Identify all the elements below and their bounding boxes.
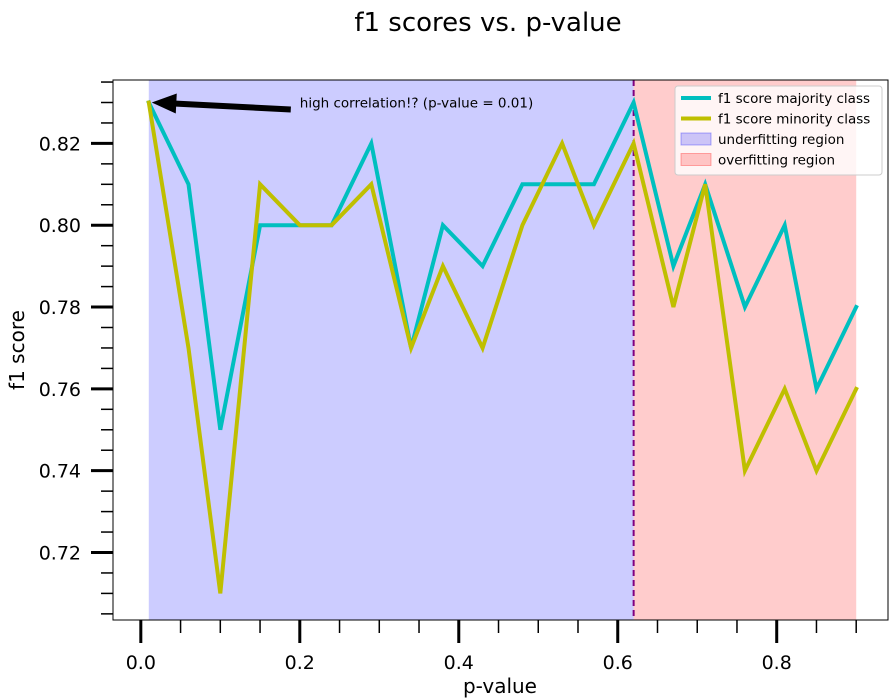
y-axis-label: f1 score <box>5 310 29 390</box>
series-layer <box>146 96 859 594</box>
legend-label: f1 score minority class <box>718 112 870 128</box>
x-tick-label: 0.8 <box>762 652 792 674</box>
region-underfitting <box>148 80 634 620</box>
x-tick-label: 0.6 <box>603 652 633 674</box>
y-tick-label: 0.82 <box>39 133 81 155</box>
legend-patch-swatch <box>680 153 712 166</box>
series-line-0 <box>146 96 859 431</box>
series-line-1 <box>146 100 859 594</box>
y-tick-label: 0.76 <box>39 379 81 401</box>
chart-title: f1 scores vs. p-value <box>354 8 621 38</box>
legend: f1 score majority class f1 score minority… <box>674 85 883 176</box>
y-tick-label: 0.80 <box>39 215 81 237</box>
annotation-arrow-shaft <box>173 100 291 113</box>
legend-label: overfitting region <box>718 153 835 169</box>
annotation-arrow-head <box>151 93 177 114</box>
x-tick-label: 0.0 <box>126 652 156 674</box>
y-tick-label: 0.72 <box>39 543 81 565</box>
y-tick-label: 0.74 <box>39 461 81 483</box>
y-axis: 0.72 0.74 0.76 0.78 0.80 0.82 <box>39 81 113 615</box>
legend-items: f1 score majority class f1 score minority… <box>680 91 870 169</box>
y-tick-label: 0.78 <box>39 297 81 319</box>
x-axis-label: p-value <box>463 674 537 698</box>
legend-patch-swatch <box>680 132 712 146</box>
legend-label: f1 score majority class <box>718 91 870 107</box>
x-tick-label: 0.4 <box>444 652 474 674</box>
annotation-layer: high correlation!? (p-value = 0.01) <box>151 93 533 114</box>
x-tick-label: 0.2 <box>285 652 315 674</box>
legend-label: underfitting region <box>718 132 845 148</box>
plot-frame <box>112 79 889 621</box>
x-axis: 0.0 0.2 0.4 0.6 0.8 <box>126 620 857 674</box>
annotation-text: high correlation!? (p-value = 0.01) <box>300 96 533 112</box>
legend-box <box>674 85 883 176</box>
